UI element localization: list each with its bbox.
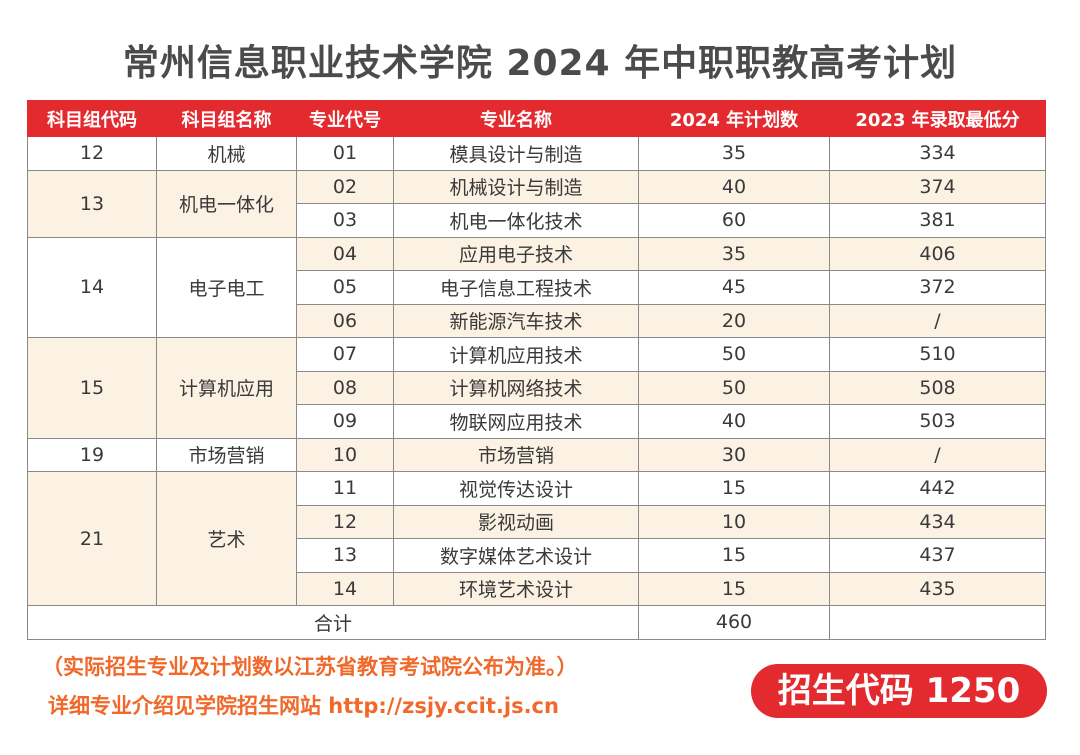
- major-name-cell: 新能源汽车技术: [393, 303, 639, 338]
- table-row: 03 机电一体化技术 60 381: [28, 203, 1046, 238]
- major-name-cell: 机电一体化技术: [393, 203, 639, 238]
- header-major-code: 专业代号: [296, 100, 394, 137]
- major-code-cell: 10: [296, 437, 394, 472]
- plan-cell: 30: [638, 437, 830, 472]
- group-name-cell: 市场营销: [156, 437, 297, 472]
- major-code-cell: 06: [296, 303, 394, 338]
- table-row: 14 环境艺术设计 15 435: [28, 571, 1046, 606]
- group-name-cell: 机械: [156, 136, 297, 171]
- major-code-cell: 02: [296, 169, 394, 204]
- min-score-cell: /: [829, 303, 1046, 338]
- major-name-cell: 应用电子技术: [393, 236, 639, 271]
- major-name-cell: 影视动画: [393, 504, 639, 539]
- table-row: 21 艺术 11 视觉传达设计 15 442: [27, 471, 1046, 606]
- group-code-cell: 12: [27, 136, 157, 171]
- min-score-cell: 334: [829, 136, 1046, 171]
- table-header-row: 科目组代码 科目组名称 专业代号 专业名称 2024 年计划数 2023 年录取…: [27, 100, 1046, 137]
- enrollment-plan-table: 科目组代码 科目组名称 专业代号 专业名称 2024 年计划数 2023 年录取…: [27, 100, 1046, 640]
- major-name-cell: 市场营销: [393, 437, 639, 472]
- plan-cell: 15: [638, 571, 830, 606]
- page-title: 常州信息职业技术学院 2024 年中职职教高考计划: [122, 43, 958, 84]
- min-score-cell: 442: [829, 471, 1046, 506]
- header-plan-2024: 2024 年计划数: [638, 100, 830, 137]
- group-code-cell: 21: [27, 471, 157, 606]
- min-score-cell: 503: [829, 404, 1046, 439]
- plan-cell: 40: [638, 404, 830, 439]
- plan-cell: 35: [638, 136, 830, 171]
- table-row: 19 市场营销 10 市场营销 30 /: [27, 437, 1046, 472]
- table-row: 12 影视动画 10 434: [28, 504, 1046, 539]
- table-row: 13 数字媒体艺术设计 15 437: [28, 538, 1046, 573]
- plan-cell: 15: [638, 471, 830, 506]
- group-name-cell: 电子电工: [156, 236, 297, 338]
- header-major-name: 专业名称: [393, 100, 639, 137]
- major-code-cell: 14: [296, 571, 394, 606]
- major-code-cell: 12: [296, 504, 394, 539]
- plan-cell: 50: [638, 370, 830, 405]
- total-label: 合计: [27, 605, 639, 640]
- table-row: 09 物联网应用技术 40 503: [28, 404, 1046, 439]
- major-name-cell: 环境艺术设计: [393, 571, 639, 606]
- major-code-cell: 01: [296, 136, 394, 171]
- group-code-cell: 13: [27, 169, 157, 238]
- major-name-cell: 电子信息工程技术: [393, 270, 639, 305]
- plan-cell: 20: [638, 303, 830, 338]
- header-min-score-2023: 2023 年录取最低分: [829, 100, 1046, 137]
- major-code-cell: 05: [296, 270, 394, 305]
- table-row: 13 机电一体化 02 机械设计与制造 40 374: [27, 169, 1046, 238]
- website-line: 详细专业介绍见学院招生网站 http://zsjy.ccit.js.cn: [48, 694, 559, 718]
- min-score-cell: 406: [829, 236, 1046, 271]
- major-name-cell: 机械设计与制造: [393, 169, 639, 204]
- min-score-cell: 381: [829, 203, 1046, 238]
- total-plan-cell: 460: [638, 605, 830, 640]
- min-score-cell: 508: [829, 370, 1046, 405]
- group-code-cell: 14: [27, 236, 157, 338]
- major-name-cell: 视觉传达设计: [393, 471, 639, 506]
- major-code-cell: 09: [296, 404, 394, 439]
- major-name-cell: 物联网应用技术: [393, 404, 639, 439]
- major-code-cell: 03: [296, 203, 394, 238]
- table-body: 12 机械 01 模具设计与制造 35 334 13 机电一体化 02 机械设计…: [27, 136, 1046, 640]
- group-name-cell: 机电一体化: [156, 169, 297, 238]
- disclaimer-note: （实际招生专业及计划数以江苏省教育考试院公布为准。）: [42, 655, 578, 679]
- table-row: 12 机械 01 模具设计与制造 35 334: [27, 136, 1046, 171]
- min-score-cell: 372: [829, 270, 1046, 305]
- table-row: 05 电子信息工程技术 45 372: [28, 270, 1046, 305]
- group-name-cell: 艺术: [156, 471, 297, 606]
- header-group-code: 科目组代码: [27, 100, 157, 137]
- min-score-cell: 510: [829, 337, 1046, 372]
- admission-code-badge: 招生代码 1250: [751, 664, 1047, 718]
- plan-cell: 10: [638, 504, 830, 539]
- plan-cell: 40: [638, 169, 830, 204]
- group-name-cell: 计算机应用: [156, 337, 297, 439]
- min-score-cell: /: [829, 437, 1046, 472]
- min-score-cell: 434: [829, 504, 1046, 539]
- major-code-cell: 11: [296, 471, 394, 506]
- major-code-cell: 13: [296, 538, 394, 573]
- plan-cell: 50: [638, 337, 830, 372]
- min-score-cell: 437: [829, 538, 1046, 573]
- group-code-cell: 19: [27, 437, 157, 472]
- header-group-name: 科目组名称: [156, 100, 297, 137]
- major-name-cell: 模具设计与制造: [393, 136, 639, 171]
- table-row: 15 计算机应用 07 计算机应用技术 50 510: [27, 337, 1046, 439]
- major-code-cell: 04: [296, 236, 394, 271]
- plan-cell: 15: [638, 538, 830, 573]
- plan-cell: 45: [638, 270, 830, 305]
- total-empty-cell: [829, 605, 1046, 640]
- major-code-cell: 08: [296, 370, 394, 405]
- plan-cell: 35: [638, 236, 830, 271]
- major-name-cell: 计算机网络技术: [393, 370, 639, 405]
- group-code-cell: 15: [27, 337, 157, 439]
- plan-cell: 60: [638, 203, 830, 238]
- min-score-cell: 374: [829, 169, 1046, 204]
- total-row: 合计 460: [27, 605, 1046, 640]
- table-row: 14 电子电工 04 应用电子技术 35 406: [27, 236, 1046, 338]
- major-name-cell: 计算机应用技术: [393, 337, 639, 372]
- major-name-cell: 数字媒体艺术设计: [393, 538, 639, 573]
- min-score-cell: 435: [829, 571, 1046, 606]
- table-row: 06 新能源汽车技术 20 /: [28, 303, 1046, 338]
- major-code-cell: 07: [296, 337, 394, 372]
